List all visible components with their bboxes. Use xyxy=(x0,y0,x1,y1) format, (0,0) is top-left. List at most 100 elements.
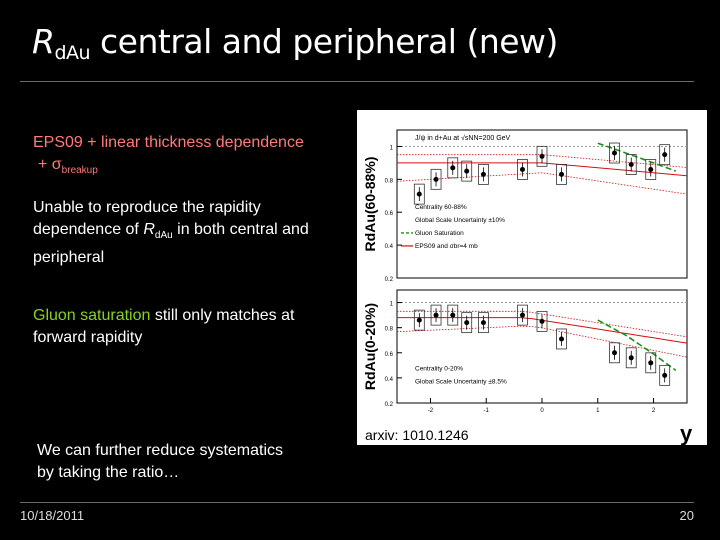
data-point-0-3 xyxy=(464,168,470,174)
ytick-label-1-1: 0.4 xyxy=(385,377,394,383)
syst-box-0-3 xyxy=(461,160,473,182)
syst-box-0-6 xyxy=(536,145,548,167)
eps09-band-low-0 xyxy=(396,172,688,195)
ytick-label-0-1: 0.4 xyxy=(385,244,394,250)
eps09-band-high-1 xyxy=(397,310,688,338)
data-point-0-9 xyxy=(628,162,634,168)
data-point-1-5 xyxy=(519,312,525,318)
syst-box-1-1 xyxy=(430,304,442,326)
ytick-label-0-2: 0.6 xyxy=(385,211,394,217)
panel-frame-0 xyxy=(396,129,688,279)
data-point-1-1 xyxy=(433,312,439,318)
syst-box-0-11 xyxy=(659,144,671,166)
footer-rule xyxy=(20,502,694,503)
data-point-0-4 xyxy=(480,171,486,177)
data-point-1-4 xyxy=(480,320,486,326)
ytick-label-1-3: 0.8 xyxy=(385,327,394,333)
data-point-0-6 xyxy=(539,153,545,159)
data-point-1-7 xyxy=(559,336,565,342)
data-point-0-0 xyxy=(416,191,422,197)
syst-box-0-5 xyxy=(517,159,528,180)
syst-box-1-8 xyxy=(609,342,620,364)
data-point-0-10 xyxy=(648,166,654,172)
syst-box-1-5 xyxy=(517,304,528,326)
bullet-saturation-rest: still only matches at xyxy=(150,307,295,324)
bullet-saturation: Gluon saturation still only matches at f… xyxy=(33,305,294,349)
y-axis-label-0: RdAu(60-88%) xyxy=(362,157,378,252)
title-subscript: dAu xyxy=(54,42,91,64)
data-point-0-1 xyxy=(433,176,439,182)
xtick-label-0: -2 xyxy=(428,408,434,414)
gluon-saturation-curve-1 xyxy=(597,319,677,372)
legend-entry-0-2: Gluon Saturation xyxy=(415,230,464,237)
syst-box-1-7 xyxy=(556,328,567,350)
syst-box-0-2 xyxy=(447,157,459,179)
title-rest: central and peripheral (new) xyxy=(90,22,558,61)
xtick-label-1: -1 xyxy=(484,408,490,414)
bullet-unable-line3: peripheral xyxy=(33,249,105,266)
syst-box-1-4 xyxy=(478,312,489,334)
data-point-1-6 xyxy=(539,318,545,324)
bullet-eps09-line1: EPS09 + linear thickness dependence xyxy=(33,134,304,151)
data-point-1-8 xyxy=(612,350,617,356)
syst-box-0-8 xyxy=(609,142,620,164)
syst-box-0-10 xyxy=(645,159,657,180)
xtick-label-3: 1 xyxy=(596,408,600,414)
legend-entry-0-3: EPS09 and σbr=4 mb xyxy=(415,243,478,250)
data-point-0-8 xyxy=(612,150,617,156)
y-axis-label-1: RdAu(0-20%) xyxy=(362,303,378,390)
title-r: R xyxy=(32,22,55,61)
ytick-label-0-4: 1 xyxy=(390,145,394,151)
xtick-label-4: 2 xyxy=(652,408,656,414)
footer-date: 10/18/2011 xyxy=(20,508,85,523)
data-point-1-10 xyxy=(648,360,654,366)
syst-box-0-9 xyxy=(625,154,637,175)
legend-entry-1-0: Centrality 0-20% xyxy=(415,365,463,372)
bullet-unable-line1: Unable to reproduce the rapidity xyxy=(33,199,261,216)
syst-box-0-7 xyxy=(556,164,567,185)
bullet-systematics: We can further reduce systematics by tak… xyxy=(37,440,283,484)
arxiv-reference: arxiv: 1010.1246 xyxy=(365,427,469,443)
syst-box-0-4 xyxy=(478,164,489,185)
bullet-eps09-sub: breakup xyxy=(61,165,98,176)
panel-frame-1 xyxy=(396,289,688,404)
bullet-unable-r: R xyxy=(143,221,155,238)
xtick-label-2: 0 xyxy=(540,408,544,414)
syst-box-1-6 xyxy=(536,310,548,332)
data-point-0-7 xyxy=(559,171,565,177)
page-number: 20 xyxy=(679,508,694,523)
bullet-unable-line2c: in both central and xyxy=(172,221,309,238)
bullet-unable-rsub: dAu xyxy=(154,230,173,241)
syst-box-0-1 xyxy=(430,168,442,190)
syst-box-1-0 xyxy=(413,309,425,331)
legend-entry-1-1: Global Scale Uncertainty ±8.5% xyxy=(415,378,507,385)
syst-box-1-3 xyxy=(461,312,473,334)
ytick-label-1-4: 1 xyxy=(390,302,394,308)
syst-box-1-9 xyxy=(625,347,637,369)
title-rule xyxy=(20,81,694,82)
bullet-eps09: EPS09 + linear thickness dependence + σb… xyxy=(33,132,304,182)
ytick-label-1-2: 0.6 xyxy=(385,352,394,358)
bullet-saturation-line2: forward rapidity xyxy=(33,329,143,346)
rdau-chart-svg: 0.2 0.4 0.6 0.8 1 RdAu(60-88%) J/ψ in d+Au at … xyxy=(362,129,688,414)
data-point-1-9 xyxy=(628,355,634,361)
eps09-band-low-1 xyxy=(396,325,688,358)
data-point-0-2 xyxy=(450,165,456,171)
ytick-label-0-0: 0.2 xyxy=(385,277,394,283)
page-title: RdAu central and peripheral (new) xyxy=(32,22,558,64)
data-point-1-3 xyxy=(464,320,470,326)
bullet-saturation-green: Gluon saturation xyxy=(33,307,151,324)
ytick-label-0-3: 0.8 xyxy=(385,178,394,184)
gluon-saturation-curve-0 xyxy=(597,142,677,172)
syst-box-1-10 xyxy=(645,352,657,374)
bullet-unable-line2a: dependence of xyxy=(33,221,144,238)
syst-box-1-2 xyxy=(447,304,459,326)
data-point-0-5 xyxy=(519,166,525,172)
syst-box-0-0 xyxy=(413,183,425,205)
data-point-1-11 xyxy=(662,372,668,378)
data-point-0-11 xyxy=(662,152,668,158)
bullet-systematics-line1: We can further reduce systematics xyxy=(37,442,284,459)
data-point-1-2 xyxy=(450,312,456,318)
bullet-systematics-line2: by taking the ratio… xyxy=(37,464,180,481)
rdau-figure: 0.2 0.4 0.6 0.8 1 RdAu(60-88%) J/ψ in d+Au at … xyxy=(357,110,707,445)
